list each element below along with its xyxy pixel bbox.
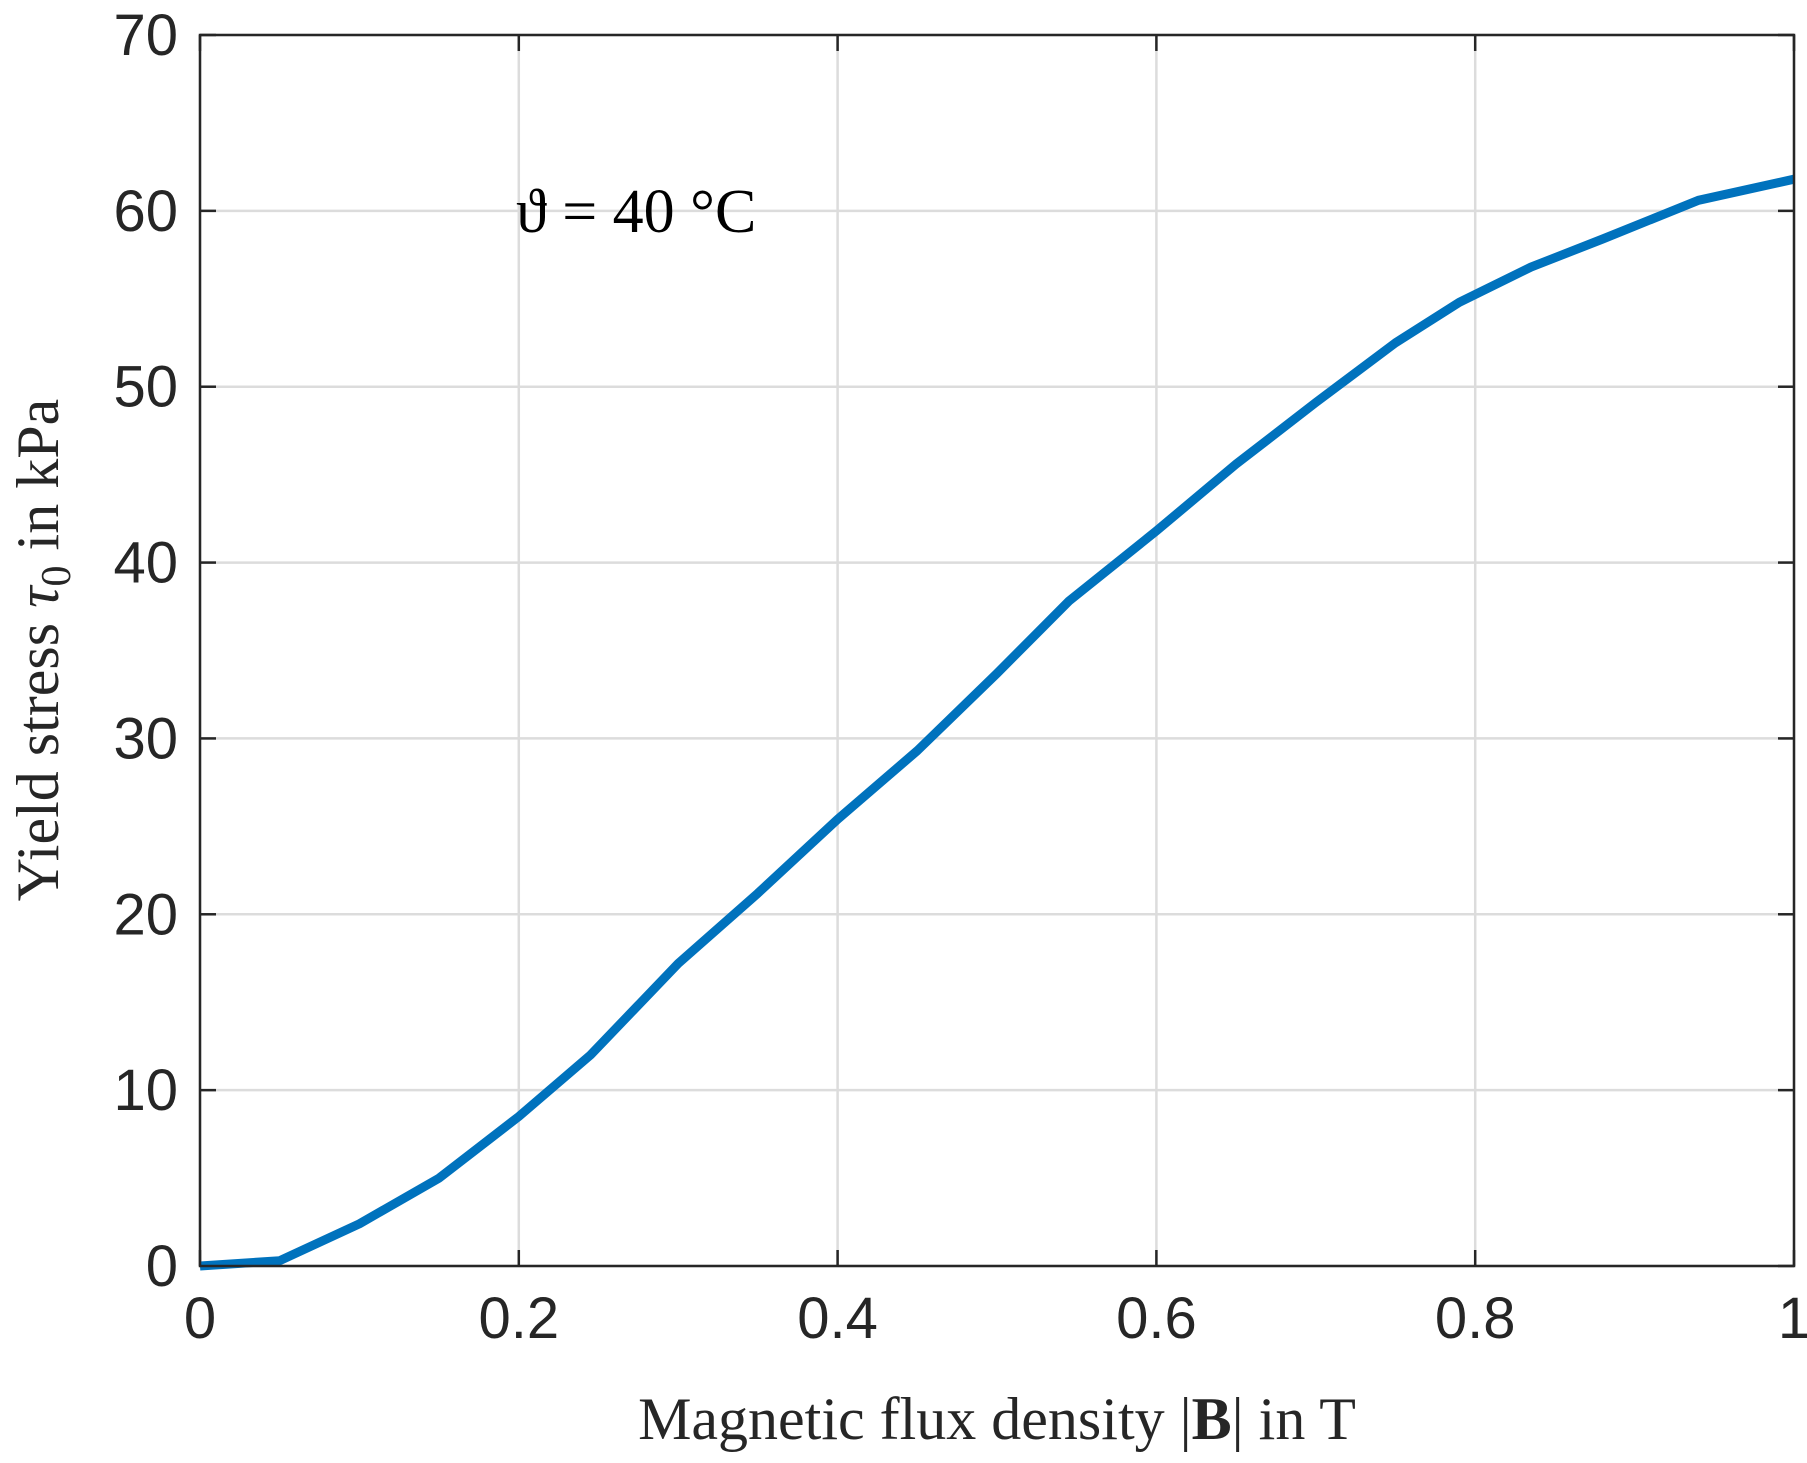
plot-background <box>200 35 1794 1266</box>
y-axis-label-symbol: τ <box>5 584 71 608</box>
y-tick-label: 40 <box>113 531 178 596</box>
y-axis-label-subscript: 0 <box>34 565 80 586</box>
x-tick-labels: 0 0.2 0.4 0.6 0.8 1 <box>184 1286 1807 1351</box>
y-axis-label-text: Yield stress <box>5 608 71 901</box>
x-tick-label: 0 <box>184 1286 216 1351</box>
y-tick-labels: 0 10 20 30 40 50 60 70 <box>113 3 178 1299</box>
x-tick-label: 0.6 <box>1116 1286 1197 1351</box>
x-axis-label-unit: | in T <box>1232 1386 1356 1452</box>
x-tick-label: 0.4 <box>797 1286 878 1351</box>
axes-box <box>198 33 1796 1268</box>
data-line-series <box>199 174 1795 1271</box>
y-tick-label: 60 <box>113 179 178 244</box>
annotation: ϑ = 40 °C <box>516 178 756 246</box>
y-tick-label: 20 <box>113 882 178 947</box>
x-tick-label: 0.8 <box>1435 1286 1516 1351</box>
y-tick-label: 10 <box>113 1058 178 1123</box>
y-tick-label: 0 <box>146 1234 178 1299</box>
x-tick-label: 1 <box>1778 1286 1807 1351</box>
y-axis-label: Yield stress τ0 in kPa <box>5 399 80 901</box>
y-tick-label: 50 <box>113 355 178 420</box>
x-tick-label: 0.2 <box>478 1286 559 1351</box>
x-axis-label-text: Magnetic flux density | <box>638 1386 1192 1452</box>
x-axis-label-bold: B <box>1192 1386 1232 1452</box>
y-axis-label-unit: in kPa <box>5 399 71 566</box>
y-tick-label: 70 <box>113 3 178 68</box>
x-axis-label: Magnetic flux density |B| in T <box>638 1386 1356 1452</box>
y-tick-label: 30 <box>113 706 178 771</box>
